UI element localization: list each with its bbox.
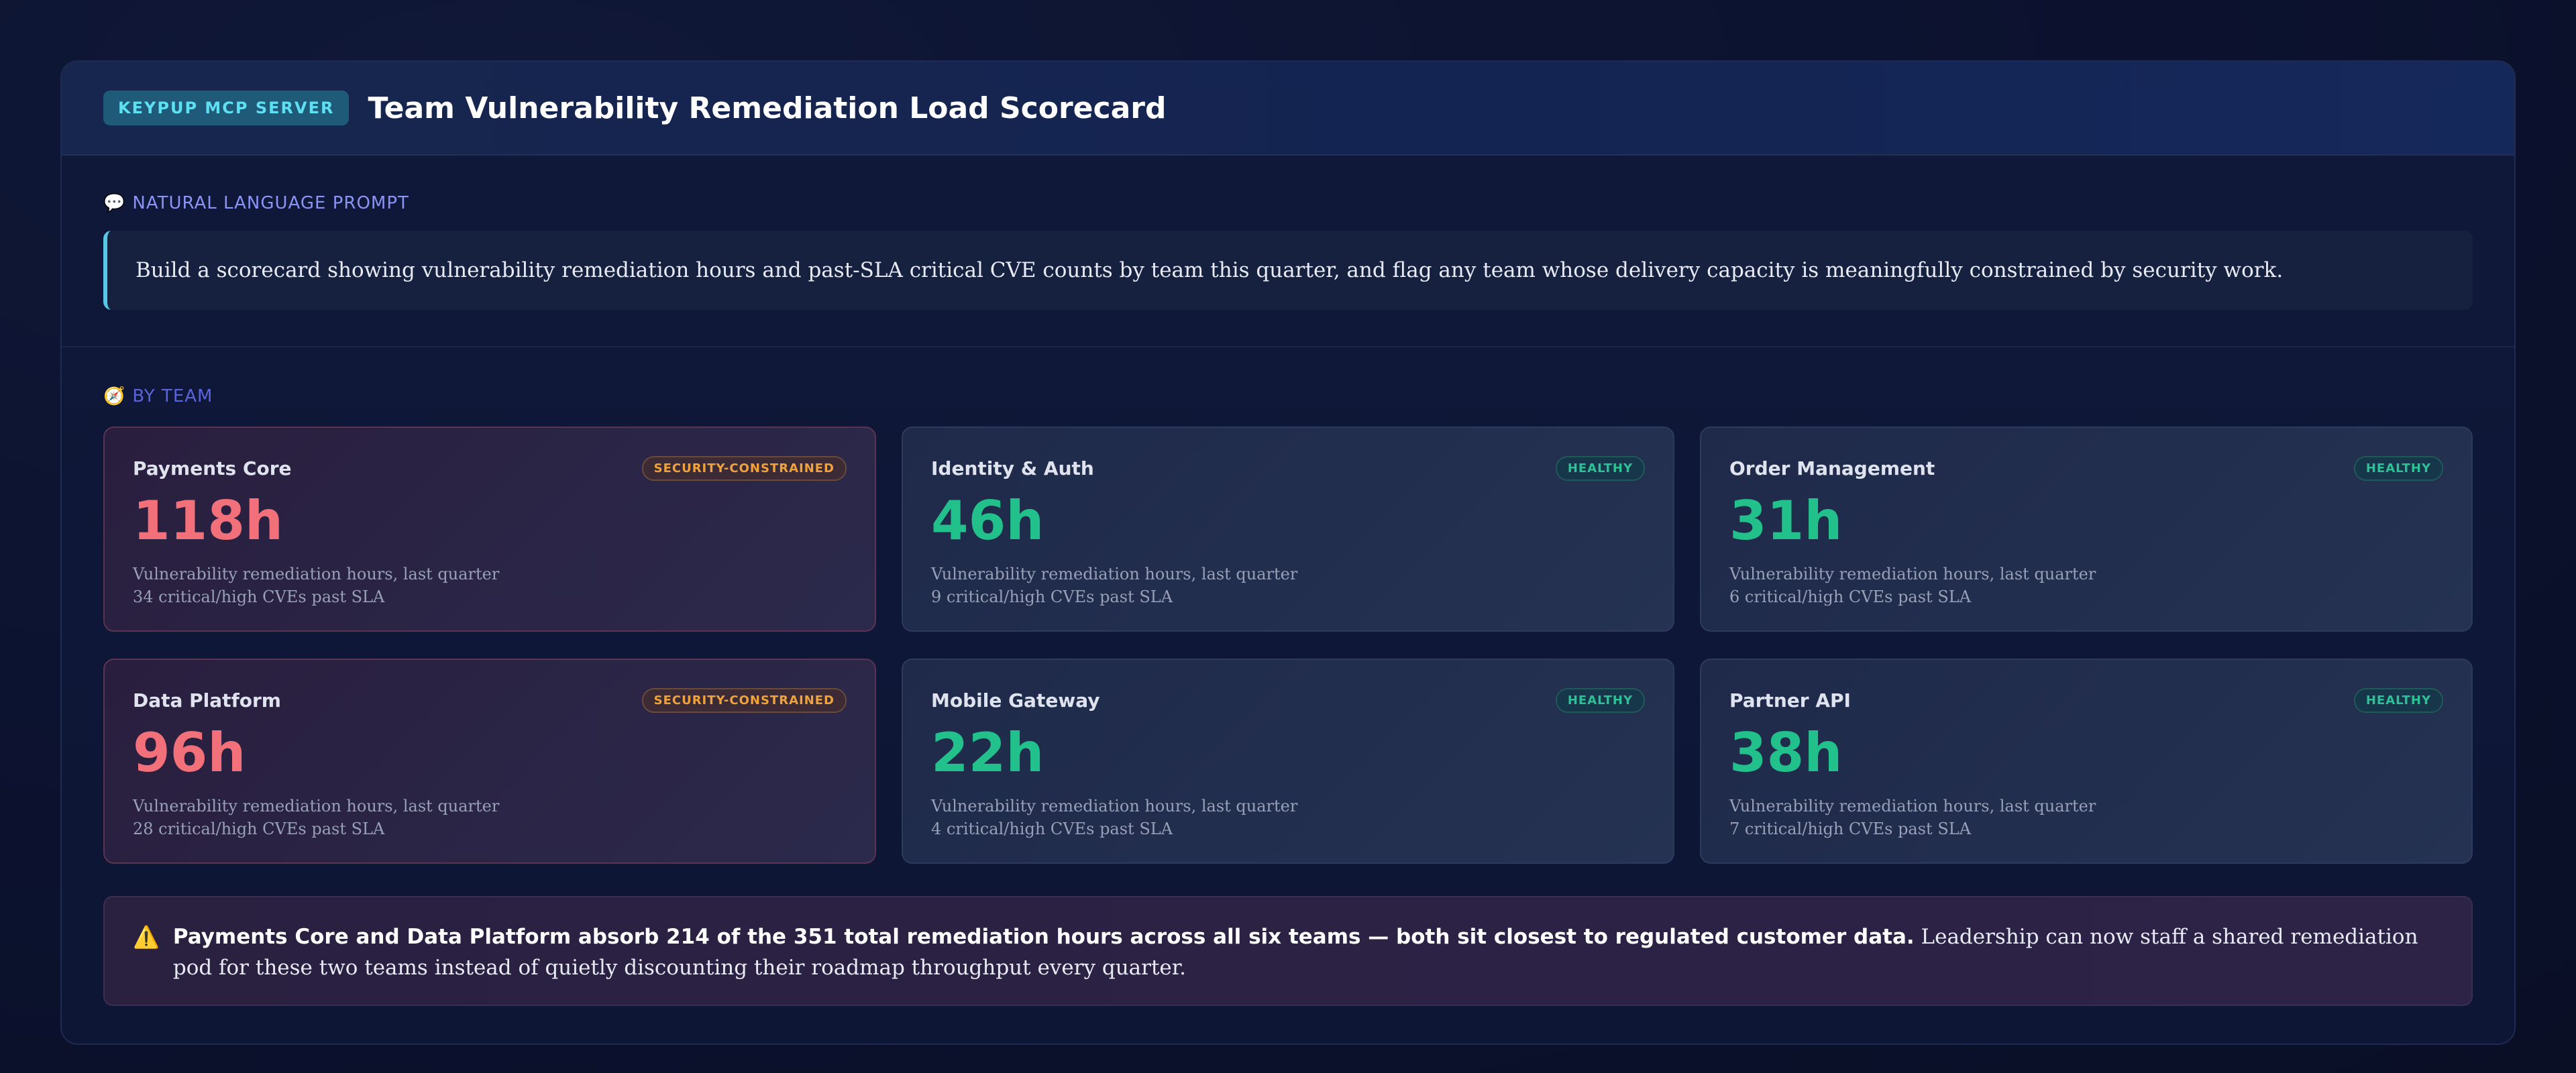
- metric-caption: Vulnerability remediation hours, last qu…: [931, 565, 1298, 583]
- remediation-hours: 38h: [1729, 722, 1843, 784]
- team-section-label-text: BY TEAM: [132, 386, 213, 406]
- team-name: Partner API: [1729, 689, 1851, 712]
- team-name: Order Management: [1729, 457, 1935, 479]
- cve-count: 28 critical/high CVEs past SLA: [133, 820, 385, 838]
- remediation-hours: 31h: [1729, 490, 1843, 552]
- remediation-hours: 118h: [133, 490, 283, 552]
- metric-caption: Vulnerability remediation hours, last qu…: [1729, 797, 2096, 815]
- compass-icon: 🧭: [103, 386, 126, 406]
- insight-callout: ⚠️ Payments Core and Data Platform absor…: [103, 896, 2473, 1006]
- server-badge: KEYPUP MCP SERVER: [103, 91, 350, 125]
- status-badge: SECURITY-CONSTRAINED: [641, 688, 847, 713]
- team-card-identity-auth[interactable]: Identity & Auth HEALTHY 46h Vulnerabilit…: [902, 427, 1674, 632]
- team-card-mobile-gateway[interactable]: Mobile Gateway HEALTHY 22h Vulnerability…: [902, 659, 1674, 864]
- team-section-label: 🧭 BY TEAM: [103, 386, 2473, 406]
- cve-count: 7 critical/high CVEs past SLA: [1729, 820, 1972, 838]
- insight-text: Payments Core and Data Platform absorb 2…: [173, 921, 2443, 980]
- cve-count: 9 critical/high CVEs past SLA: [931, 587, 1173, 606]
- team-name: Mobile Gateway: [931, 689, 1100, 712]
- page-title: Team Vulnerability Remediation Load Scor…: [368, 91, 1167, 125]
- header: KEYPUP MCP SERVER Team Vulnerability Rem…: [62, 62, 2514, 156]
- status-badge: HEALTHY: [2353, 456, 2443, 481]
- metric-caption: Vulnerability remediation hours, last qu…: [133, 565, 500, 583]
- metric-caption: Vulnerability remediation hours, last qu…: [931, 797, 1298, 815]
- team-name: Data Platform: [133, 689, 281, 712]
- prompt-section: 💬 NATURAL LANGUAGE PROMPT Build a scorec…: [62, 156, 2514, 347]
- status-badge: HEALTHY: [2353, 688, 2443, 713]
- team-grid: Payments Core SECURITY-CONSTRAINED 118h …: [103, 427, 2473, 864]
- insight-body: Leadership can now staff a shared remedi…: [172, 925, 2418, 980]
- speech-bubble-icon: 💬: [103, 193, 126, 213]
- cve-count: 4 critical/high CVEs past SLA: [931, 820, 1173, 838]
- prompt-label-text: NATURAL LANGUAGE PROMPT: [132, 193, 409, 213]
- status-badge: HEALTHY: [1555, 456, 1645, 481]
- team-name: Identity & Auth: [931, 457, 1094, 479]
- remediation-hours: 96h: [133, 722, 246, 784]
- status-badge: SECURITY-CONSTRAINED: [641, 456, 847, 481]
- team-section: 🧭 BY TEAM Payments Core SECURITY-CONSTRA…: [62, 347, 2514, 864]
- metric-caption: Vulnerability remediation hours, last qu…: [1729, 565, 2096, 583]
- status-badge: HEALTHY: [1555, 688, 1645, 713]
- prompt-label: 💬 NATURAL LANGUAGE PROMPT: [103, 193, 2473, 213]
- team-name: Payments Core: [133, 457, 292, 479]
- team-card-payments-core[interactable]: Payments Core SECURITY-CONSTRAINED 118h …: [103, 427, 876, 632]
- insight-bold: Payments Core and Data Platform absorb 2…: [172, 925, 1915, 949]
- remediation-hours: 46h: [931, 490, 1044, 552]
- prompt-text: Build a scorecard showing vulnerability …: [103, 231, 2473, 310]
- scorecard-panel: KEYPUP MCP SERVER Team Vulnerability Rem…: [60, 60, 2516, 1045]
- metric-caption: Vulnerability remediation hours, last qu…: [133, 797, 500, 815]
- cve-count: 6 critical/high CVEs past SLA: [1729, 587, 1972, 606]
- warning-icon: ⚠️: [133, 924, 160, 950]
- cve-count: 34 critical/high CVEs past SLA: [133, 587, 385, 606]
- team-card-order-management[interactable]: Order Management HEALTHY 31h Vulnerabili…: [1700, 427, 2473, 632]
- team-card-partner-api[interactable]: Partner API HEALTHY 38h Vulnerability re…: [1700, 659, 2473, 864]
- team-card-data-platform[interactable]: Data Platform SECURITY-CONSTRAINED 96h V…: [103, 659, 876, 864]
- remediation-hours: 22h: [931, 722, 1044, 784]
